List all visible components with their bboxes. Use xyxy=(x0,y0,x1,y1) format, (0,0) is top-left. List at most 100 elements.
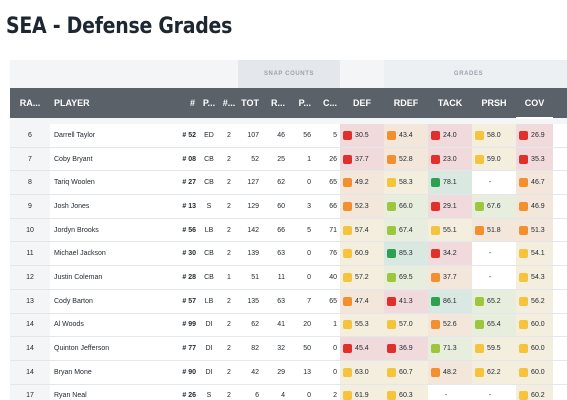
player-name-cell[interactable]: Cody Barton xyxy=(50,289,174,314)
table-row[interactable]: 9 Josh Jones # 13 S 2 129 60 3 66 52.3 66.0 29.1 67.… xyxy=(10,194,567,219)
column-header-cov[interactable]: COV xyxy=(516,88,554,119)
overflow-cell xyxy=(553,124,567,148)
player-name-cell[interactable]: Quinton Jefferson xyxy=(50,336,174,361)
grade-rdef-cell: 41.3 xyxy=(384,289,429,314)
grade-value: 23.0 xyxy=(443,155,457,163)
table-row[interactable]: 8 Tariq Woolen # 27 CB 2 127 62 0 65 49.2 58.3 78.1… xyxy=(10,170,567,196)
table-row[interactable]: 13 Cody Barton # 57 LB 2 135 63 7 65 47.4 41.3 86.1… xyxy=(10,289,567,314)
snaps-total-cell: 127 xyxy=(238,170,262,196)
column-header-def[interactable]: DEF xyxy=(340,88,385,118)
player-name-cell[interactable]: Bryan Mone xyxy=(50,360,174,385)
group-spacer xyxy=(10,60,238,88)
snaps-run-cell: 29 xyxy=(262,360,288,385)
column-header-number[interactable]: # xyxy=(174,88,198,118)
table-row[interactable]: 17 Ryan Neal # 26 S 2 6 4 0 2 61.9 60.3- -60.2 xyxy=(10,384,567,400)
column-header-rank[interactable]: RA... xyxy=(10,88,50,118)
snaps-coverage-cell: 40 xyxy=(314,265,341,290)
games-cell: 2 xyxy=(220,124,238,148)
snaps-run-cell: 60 xyxy=(262,194,288,219)
table-row[interactable]: 11 Michael Jackson # 30 CB 2 139 63 0 76 60.9 85.3… xyxy=(10,241,567,267)
table-row[interactable]: 14 Bryan Mone # 90 DI 2 42 29 13 0 63.0 60.7 48.2 62… xyxy=(10,360,567,385)
rank-cell: 7 xyxy=(10,147,50,172)
snaps-coverage-cell: 71 xyxy=(314,218,341,243)
snaps-coverage-cell: 5 xyxy=(314,124,341,148)
grade-value: 71.3 xyxy=(443,345,457,353)
player-name-cell[interactable]: Michael Jackson xyxy=(50,241,174,267)
table-row[interactable]: 14 Quinton Jefferson # 77 DI 2 82 32 50 0 45.4 36.… xyxy=(10,336,567,361)
grade-color-indicator xyxy=(431,320,441,330)
grade-value: 60.0 xyxy=(531,321,545,329)
defense-grades-table-panel: SNAP COUNTS GRADES RA... PLAYER # P... #… xyxy=(10,60,567,400)
grade-value: 56.2 xyxy=(531,297,545,305)
games-cell: 2 xyxy=(220,218,238,243)
grade-value: 86.1 xyxy=(443,297,457,305)
position-cell: DI xyxy=(198,313,220,338)
grade-cov-cell: 60.0 xyxy=(516,313,554,338)
player-name-cell[interactable]: Jordyn Brooks xyxy=(50,218,174,243)
player-name-cell[interactable]: Justin Coleman xyxy=(50,265,174,290)
grade-cov-cell: 35.3 xyxy=(516,147,554,172)
snaps-total-cell: 6 xyxy=(238,384,262,400)
page-title: SEA - Defense Grades xyxy=(6,14,233,39)
rank-cell: 13 xyxy=(10,289,50,314)
column-header-player[interactable]: PLAYER xyxy=(50,88,174,118)
table-row[interactable]: 10 Jordyn Brooks # 56 LB 2 142 66 5 71 57.4 67.4 55… xyxy=(10,218,567,243)
column-header-position[interactable]: P... xyxy=(198,88,220,118)
grade-color-indicator xyxy=(431,272,441,282)
grade-value: 46.9 xyxy=(531,202,545,210)
grade-tack-cell: 23.0 xyxy=(428,147,473,172)
grade-value: 62.2 xyxy=(487,368,501,376)
snaps-run-cell: 11 xyxy=(262,265,288,290)
table-row[interactable]: 14 Al Woods # 99 DI 2 62 41 20 1 55.3 57.0 52.6 65.4… xyxy=(10,313,567,338)
position-cell: S xyxy=(198,194,220,219)
grade-prsh-cell: 59.0 xyxy=(472,147,517,172)
grade-def-cell: 61.9 xyxy=(340,384,385,400)
grade-color-indicator xyxy=(343,320,353,330)
player-name-cell[interactable]: Ryan Neal xyxy=(50,384,174,400)
grade-color-indicator xyxy=(343,391,353,400)
grade-color-indicator xyxy=(343,367,353,377)
column-header-rdef[interactable]: RDEF xyxy=(384,88,429,118)
overflow-cell xyxy=(553,336,567,361)
grade-prsh-cell: - xyxy=(472,170,517,196)
grade-color-indicator xyxy=(387,367,397,377)
column-header-c[interactable]: C... xyxy=(314,88,341,118)
grade-value: 60.3 xyxy=(399,392,413,400)
grade-rdef-cell: 58.3 xyxy=(384,170,429,196)
jersey-number-cell: # 99 xyxy=(174,313,198,338)
grade-value: 65.4 xyxy=(487,321,501,329)
grade-color-indicator xyxy=(431,249,441,259)
snaps-run-cell: 32 xyxy=(262,336,288,361)
column-header-tot[interactable]: TOT xyxy=(238,88,262,118)
rank-cell: 17 xyxy=(10,384,50,400)
grade-prsh-cell: 65.2 xyxy=(472,289,517,314)
grade-prsh-cell: - xyxy=(472,241,517,267)
player-name-cell[interactable]: Al Woods xyxy=(50,313,174,338)
column-header-overflow xyxy=(553,88,567,118)
snaps-coverage-cell: 0 xyxy=(314,336,341,361)
grade-value: 45.4 xyxy=(355,345,369,353)
grade-value: 57.4 xyxy=(355,226,369,234)
grade-rdef-cell: 85.3 xyxy=(384,241,429,267)
column-header-prsh[interactable]: PRSH xyxy=(472,88,517,118)
grade-color-indicator xyxy=(475,154,485,164)
column-header-games[interactable]: #... xyxy=(220,88,238,118)
snaps-coverage-cell: 76 xyxy=(314,241,341,267)
grade-tack-cell: 37.7 xyxy=(428,265,473,290)
jersey-number-cell: # 28 xyxy=(174,265,198,290)
column-header-tack[interactable]: TACK xyxy=(428,88,473,118)
column-header-p[interactable]: P... xyxy=(288,88,314,118)
player-name-cell[interactable]: Josh Jones xyxy=(50,194,174,219)
player-name-cell[interactable]: Tariq Woolen xyxy=(50,170,174,196)
column-header-r[interactable]: R... xyxy=(262,88,288,118)
jersey-number-cell: # 52 xyxy=(174,124,198,148)
grade-def-cell: 52.3 xyxy=(340,194,385,219)
table-row[interactable]: 6 Darrell Taylor # 52 ED 2 107 46 56 5 30.5 43.4 24… xyxy=(10,124,567,148)
grade-value: 26.9 xyxy=(531,131,545,139)
table-row[interactable]: 12 Justin Coleman # 28 CB 1 51 11 0 40 57.2 69.5 37… xyxy=(10,265,567,290)
player-name-cell[interactable]: Coby Bryant xyxy=(50,147,174,172)
table-row[interactable]: 7 Coby Bryant # 08 CB 2 52 25 1 26 37.7 52.8 23.0 59… xyxy=(10,147,567,172)
player-name-cell[interactable]: Darrell Taylor xyxy=(50,124,174,148)
position-cell: LB xyxy=(198,289,220,314)
position-cell: DI xyxy=(198,360,220,385)
